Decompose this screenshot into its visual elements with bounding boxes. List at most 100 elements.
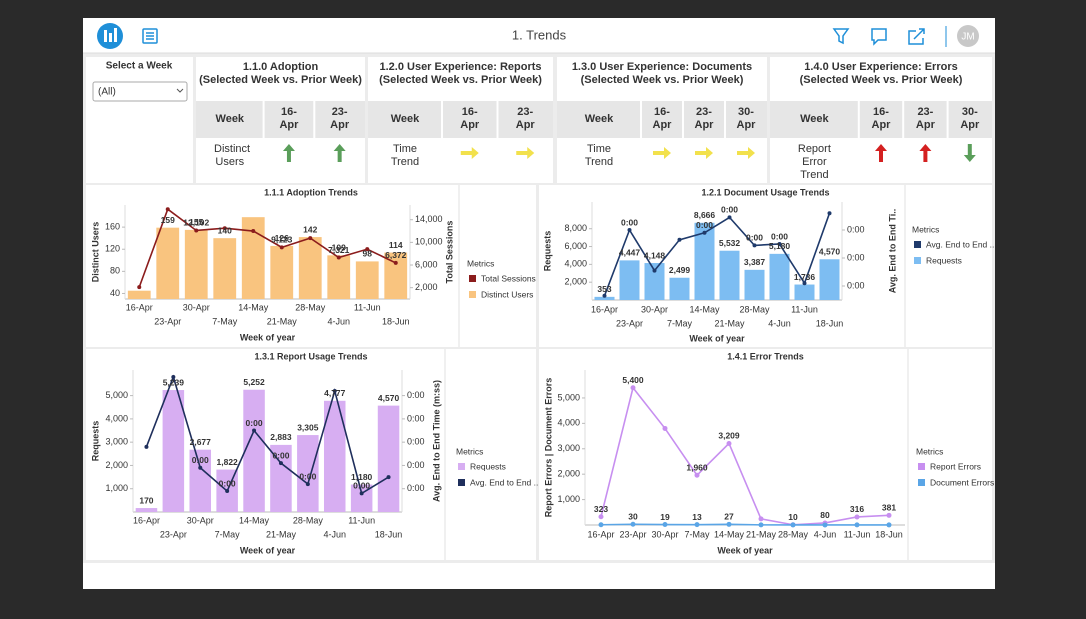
kpi-column-header: Week [215, 113, 245, 125]
filter-icon[interactable] [832, 28, 850, 45]
point [758, 516, 764, 522]
data-label: 2,883 [270, 432, 292, 442]
legend-label: Requests [926, 255, 962, 265]
x-tick-label: 16-Apr [126, 302, 153, 312]
data-label: 114 [389, 240, 403, 250]
page-title: 1. Trends [512, 27, 567, 42]
data-label: 1,960 [686, 462, 708, 472]
y-tick-label: 1,000 [105, 483, 128, 493]
bar [297, 435, 319, 512]
bar [619, 260, 640, 300]
y-tick-label: 0:00 [407, 437, 425, 447]
bar [298, 237, 322, 299]
point [598, 522, 604, 528]
data-label: 159 [161, 215, 175, 225]
data-label: 5,180 [769, 241, 791, 251]
x-tick-label: 11-Jun [844, 529, 871, 539]
y-tick-label: 3,000 [105, 437, 128, 447]
data-label: 0:00 [219, 478, 236, 488]
y-tick-label: 2,000 [557, 469, 580, 479]
data-label: 10 [788, 512, 798, 522]
data-label: 0:00 [299, 471, 316, 481]
kpi-column-header: 23-Apr [915, 106, 935, 131]
y-tick-label: 2,000 [415, 282, 438, 292]
y2-axis-label: Avg. End to End Ti.. [887, 209, 897, 294]
comment-icon[interactable] [871, 28, 887, 46]
x-tick-label: 21-May [746, 529, 777, 539]
y2-axis-label: Total Sessions [444, 221, 454, 284]
filter-label: Select a Week [106, 61, 173, 72]
legend-swatch [918, 463, 925, 470]
point [144, 444, 149, 449]
data-label: 126 [275, 233, 289, 243]
x-tick-label: 30-Apr [187, 515, 214, 525]
bar [323, 400, 346, 512]
y-tick-label: 6,000 [415, 259, 438, 269]
bar [327, 255, 351, 299]
kpi-header-row [368, 101, 553, 138]
bar [350, 484, 373, 512]
x-tick-label: 23-Apr [154, 316, 181, 326]
legend-title: Metrics [912, 224, 939, 234]
data-label: 5,252 [243, 377, 265, 387]
kpi-header-row [770, 101, 992, 138]
point [790, 522, 796, 528]
bar [694, 222, 715, 300]
data-label: 13 [692, 512, 702, 522]
legend-swatch [458, 479, 465, 486]
kpi-column-header: 16-Apr [652, 106, 672, 131]
data-label: 7,321 [328, 245, 350, 255]
line [603, 212, 831, 297]
dropdown-chevron [176, 88, 184, 93]
y-axis-label: Distinct Users [90, 222, 100, 283]
legend-swatch [914, 241, 921, 248]
legend-title: Metrics [456, 446, 483, 456]
data-label: 19 [660, 512, 670, 522]
data-label: 142 [303, 224, 317, 234]
x-tick-label: 11-Jun [791, 304, 818, 314]
y-axis-label: Report Errors | Document Errors [543, 378, 553, 518]
point [137, 285, 142, 290]
kpi-column-header: 16-Apr [279, 106, 299, 131]
bar [744, 269, 765, 300]
point [694, 472, 700, 478]
point [198, 465, 203, 470]
legend-swatch [469, 275, 476, 282]
data-label: 1,822 [217, 457, 239, 467]
data-label: 0:00 [272, 450, 289, 460]
y-tick-label: 4,000 [564, 259, 587, 269]
kpi-column-header: Week [390, 113, 420, 125]
y-tick-label: 2,000 [564, 277, 587, 287]
data-label: 27 [724, 512, 734, 522]
x-tick-label: 30-Apr [651, 529, 678, 539]
y-tick-label: 6,000 [564, 241, 587, 251]
trend-arrow [737, 147, 755, 159]
point [359, 491, 364, 496]
list-icon[interactable] [142, 28, 158, 44]
y-tick-label: 8,000 [564, 223, 587, 233]
share-icon[interactable] [908, 28, 925, 45]
point [332, 388, 337, 393]
kpi-subtitle: (Selected Week vs. Prior Week) [199, 74, 362, 86]
x-tick-label: 7-May [212, 316, 238, 326]
x-tick-label: 14-May [238, 302, 269, 312]
avatar[interactable] [957, 25, 979, 47]
data-label: 0:00 [621, 217, 638, 227]
x-tick-label: 23-Apr [160, 529, 187, 539]
x-tick-label: 21-May [714, 318, 745, 328]
kpi-title: 1.2.0 User Experience: Reports [379, 61, 542, 73]
y-tick-label: 0:00 [407, 390, 425, 400]
legend-label: Avg. End to End .. [470, 477, 538, 487]
point [758, 522, 764, 528]
legend-label: Requests [470, 461, 506, 471]
trend-arrow [333, 144, 346, 162]
week-dropdown[interactable] [92, 81, 188, 102]
x-axis-label: Week of year [717, 545, 773, 555]
trend-arrow [875, 144, 887, 162]
bar [819, 259, 840, 300]
data-label: 0:00 [721, 205, 738, 215]
point [886, 522, 892, 528]
footer [83, 563, 995, 589]
legend-swatch [469, 291, 476, 298]
y-tick-label: 1,000 [557, 494, 580, 504]
